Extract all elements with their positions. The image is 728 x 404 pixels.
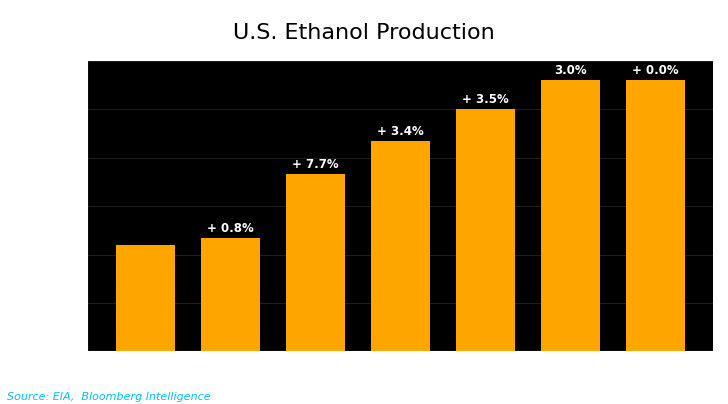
Text: + 3.4%: + 3.4% [377, 125, 424, 138]
Bar [201, 238, 260, 351]
Text: + 3.5%: + 3.5% [462, 93, 509, 106]
Bar [456, 109, 515, 351]
Text: U.S. Ethanol Production: U.S. Ethanol Production [233, 23, 495, 43]
Bar [625, 80, 685, 351]
Bar [541, 80, 600, 351]
Text: + 0.0%: + 0.0% [632, 64, 678, 77]
Bar [371, 141, 430, 351]
Y-axis label: Production b/d (Thousands): Production b/d (Thousands) [28, 111, 41, 301]
Bar [285, 174, 345, 351]
Text: + 0.8%: + 0.8% [207, 222, 254, 235]
Bar [116, 245, 175, 351]
Text: + 7.7%: + 7.7% [292, 158, 339, 171]
Text: 3.0%: 3.0% [554, 64, 587, 77]
Text: Source: EIA,  Bloomberg Intelligence: Source: EIA, Bloomberg Intelligence [7, 392, 211, 402]
